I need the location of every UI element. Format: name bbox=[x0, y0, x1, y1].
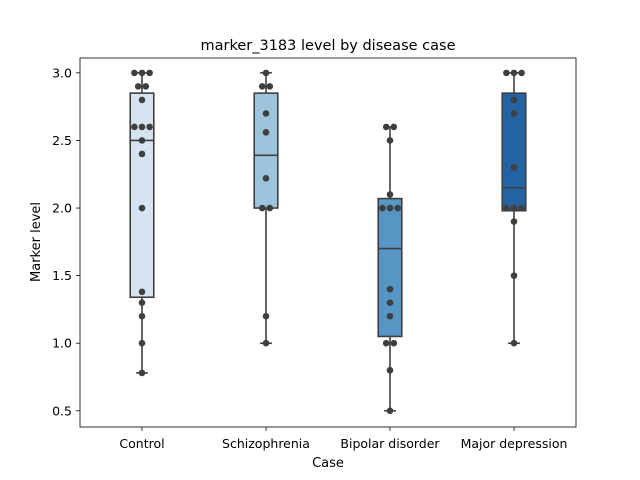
data-point bbox=[138, 339, 146, 347]
x-tick-label: Bipolar disorder bbox=[340, 436, 440, 451]
y-axis: 0.5 1.0 1.5 2.0 2.5 3.0 bbox=[52, 65, 80, 418]
y-tick-label: 2.5 bbox=[52, 133, 72, 148]
y-tick-label: 0.5 bbox=[52, 403, 72, 418]
data-point bbox=[138, 96, 146, 104]
data-point bbox=[138, 69, 146, 77]
data-point bbox=[142, 83, 150, 90]
data-point bbox=[138, 288, 146, 296]
data-point bbox=[131, 123, 138, 131]
y-axis-label: Marker level bbox=[29, 202, 44, 282]
data-point bbox=[386, 285, 394, 293]
data-point bbox=[146, 69, 153, 77]
points bbox=[131, 69, 525, 415]
data-point bbox=[262, 339, 270, 347]
data-point bbox=[510, 69, 518, 77]
chart-title: marker_3183 level by disease case bbox=[201, 38, 456, 54]
data-point bbox=[262, 110, 270, 117]
data-point bbox=[266, 204, 274, 212]
data-point bbox=[386, 299, 394, 306]
data-point bbox=[390, 339, 398, 347]
data-point bbox=[379, 204, 386, 212]
data-point bbox=[510, 96, 518, 104]
data-point bbox=[138, 299, 146, 306]
data-point bbox=[394, 204, 401, 212]
data-point bbox=[503, 204, 510, 212]
x-axis: Control Schizophrenia Bipolar disorder Majo… bbox=[119, 427, 567, 451]
data-point bbox=[266, 83, 274, 90]
data-point bbox=[386, 366, 394, 374]
data-point bbox=[138, 150, 146, 158]
data-point bbox=[386, 191, 394, 198]
plot-area bbox=[79, 57, 577, 428]
data-point bbox=[134, 83, 142, 90]
data-point bbox=[390, 123, 398, 131]
data-point bbox=[518, 69, 525, 77]
data-point bbox=[510, 164, 518, 171]
data-point bbox=[138, 123, 146, 131]
data-point bbox=[510, 204, 518, 212]
box-iqr bbox=[129, 92, 155, 299]
data-point bbox=[382, 339, 390, 347]
data-point bbox=[258, 204, 266, 212]
box-iqr bbox=[253, 92, 279, 209]
box-iqr bbox=[377, 197, 403, 338]
x-tick-label: Control bbox=[119, 436, 164, 451]
data-point bbox=[138, 204, 146, 212]
x-tick-label: Schizophrenia bbox=[222, 436, 310, 451]
y-tick-label: 1.5 bbox=[52, 268, 72, 283]
data-point bbox=[138, 369, 146, 377]
data-point bbox=[518, 204, 525, 212]
x-axis-label: Case bbox=[312, 456, 344, 471]
data-point bbox=[131, 69, 138, 77]
data-point bbox=[510, 110, 518, 117]
data-point bbox=[382, 123, 390, 131]
data-point bbox=[262, 174, 270, 182]
data-point bbox=[262, 69, 270, 77]
data-point bbox=[146, 123, 153, 131]
data-point bbox=[258, 83, 266, 90]
y-tick-label: 2.0 bbox=[52, 201, 72, 216]
data-point bbox=[262, 129, 270, 136]
box-1 bbox=[129, 72, 155, 374]
data-point bbox=[386, 204, 394, 212]
data-point bbox=[138, 137, 146, 144]
data-point bbox=[138, 312, 146, 320]
data-point bbox=[510, 272, 518, 279]
boxes bbox=[129, 72, 527, 412]
data-point bbox=[510, 218, 518, 225]
y-tick-label: 3.0 bbox=[52, 65, 72, 80]
data-point bbox=[386, 137, 394, 144]
data-point bbox=[386, 312, 394, 320]
data-point bbox=[386, 407, 394, 415]
data-point bbox=[503, 69, 510, 77]
x-tick-label: Major depression bbox=[461, 436, 568, 451]
y-tick-label: 1.0 bbox=[52, 336, 72, 351]
data-point bbox=[262, 312, 270, 320]
data-point bbox=[510, 339, 518, 347]
